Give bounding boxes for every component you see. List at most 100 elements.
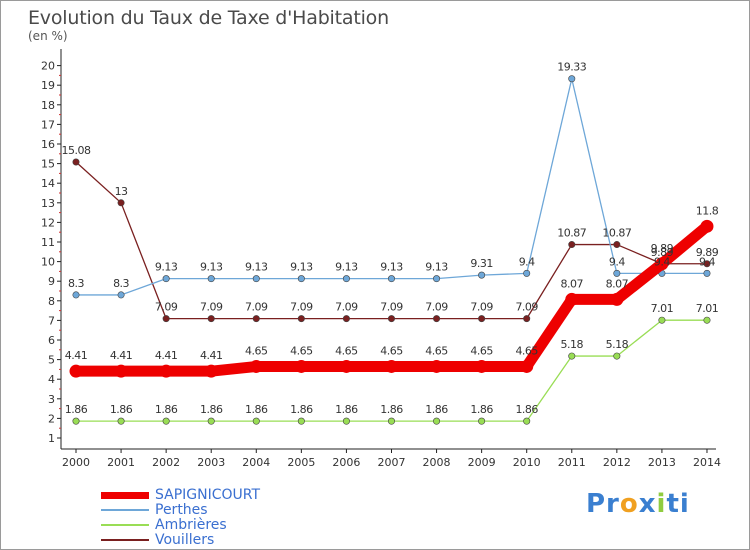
- data-label-vouillers: 7.09: [290, 301, 313, 314]
- data-point-vouillers: [433, 315, 441, 323]
- data-point-vouillers: [117, 199, 125, 207]
- data-label-ambrieres: 1.86: [200, 403, 223, 416]
- logo-part-2: o: [619, 489, 639, 519]
- data-point-perthes: [478, 271, 486, 279]
- y-tick-label: 5: [48, 354, 55, 367]
- data-point-ambrieres: [433, 417, 441, 425]
- x-tick-label: 2013: [648, 456, 676, 469]
- data-label-ambrieres: 1.86: [110, 403, 133, 416]
- legend-swatch-ambrieres: [101, 524, 149, 526]
- data-label-sapignicourt: 4.41: [110, 349, 133, 362]
- data-label-ambrieres: 5.18: [561, 338, 584, 351]
- data-point-vouillers: [523, 315, 531, 323]
- y-tick-label: 17: [41, 118, 55, 131]
- y-tick-label: 12: [41, 216, 55, 229]
- data-label-perthes: 8.3: [68, 277, 84, 290]
- data-point-sapignicourt: [565, 292, 579, 306]
- data-label-vouillers: 10.87: [557, 227, 586, 240]
- data-point-ambrieres: [478, 417, 486, 425]
- y-tick-label: 13: [41, 197, 55, 210]
- data-label-ambrieres: 1.86: [335, 403, 358, 416]
- data-point-sapignicourt: [339, 359, 353, 373]
- data-point-perthes: [252, 275, 260, 283]
- data-label-perthes: 9.4: [519, 255, 535, 268]
- data-point-perthes: [72, 291, 80, 299]
- data-label-sapignicourt: 4.41: [65, 349, 88, 362]
- data-label-vouillers: 13: [115, 185, 128, 198]
- y-tick-label: 3: [48, 393, 55, 406]
- data-point-vouillers: [387, 315, 395, 323]
- data-point-vouillers: [613, 241, 621, 249]
- data-label-ambrieres: 7.01: [651, 302, 674, 315]
- data-point-ambrieres: [658, 316, 666, 324]
- data-point-sapignicourt: [655, 257, 669, 271]
- data-label-perthes: 19.33: [557, 61, 586, 74]
- data-label-perthes: 9.13: [335, 261, 358, 274]
- data-label-sapignicourt: 4.65: [470, 344, 493, 357]
- data-label-vouillers: 15.08: [62, 144, 91, 157]
- data-point-sapignicourt: [520, 359, 534, 373]
- data-point-sapignicourt: [294, 359, 308, 373]
- data-point-ambrieres: [523, 417, 531, 425]
- y-tick-label: 14: [41, 177, 55, 190]
- data-point-perthes: [523, 269, 531, 277]
- y-tick-label: 18: [41, 99, 55, 112]
- data-point-vouillers: [478, 315, 486, 323]
- data-point-ambrieres: [72, 417, 80, 425]
- data-label-perthes: 9.13: [380, 261, 403, 274]
- data-label-sapignicourt: 4.41: [200, 349, 223, 362]
- data-label-vouillers: 9.89: [651, 246, 674, 259]
- legend-label-sapignicourt: SAPIGNICOURT: [155, 487, 261, 503]
- data-point-sapignicourt: [114, 364, 128, 378]
- data-label-ambrieres: 1.86: [245, 403, 268, 416]
- data-point-perthes: [297, 275, 305, 283]
- data-point-perthes: [703, 269, 711, 277]
- data-label-perthes: 9.4: [609, 255, 625, 268]
- x-tick-label: 2002: [152, 456, 180, 469]
- data-point-perthes: [117, 291, 125, 299]
- logo-part-4: i: [656, 489, 667, 519]
- data-point-sapignicourt: [204, 364, 218, 378]
- data-point-vouillers: [297, 315, 305, 323]
- x-tick-label: 2004: [242, 456, 270, 469]
- data-label-sapignicourt: 4.65: [380, 344, 403, 357]
- x-tick-label: 2006: [332, 456, 360, 469]
- data-point-ambrieres: [162, 417, 170, 425]
- data-label-sapignicourt: 4.65: [290, 344, 313, 357]
- data-point-sapignicourt: [249, 359, 263, 373]
- data-label-ambrieres: 7.01: [696, 302, 719, 315]
- data-label-sapignicourt: 8.07: [606, 277, 629, 290]
- data-point-perthes: [207, 275, 215, 283]
- chart-title: Evolution du Taux de Taxe d'Habitation: [28, 7, 389, 29]
- x-tick-label: 2001: [107, 456, 135, 469]
- data-label-ambrieres: 1.86: [425, 403, 448, 416]
- data-label-ambrieres: 1.86: [470, 403, 493, 416]
- data-point-ambrieres: [613, 352, 621, 360]
- y-tick-label: 6: [48, 334, 55, 347]
- legend-item-vouillers: Vouillers: [101, 532, 214, 548]
- y-tick-label: 10: [41, 256, 55, 269]
- data-label-perthes: 9.13: [245, 261, 268, 274]
- x-tick-label: 2014: [693, 456, 721, 469]
- data-label-perthes: 9.13: [290, 261, 313, 274]
- data-point-ambrieres: [568, 352, 576, 360]
- data-label-perthes: 9.31: [470, 257, 493, 270]
- y-tick-label: 8: [48, 295, 55, 308]
- y-tick-label: 1: [48, 432, 55, 445]
- data-label-sapignicourt: 11.8: [696, 204, 719, 217]
- y-tick-label: 20: [41, 60, 55, 73]
- data-label-vouillers: 7.09: [155, 301, 178, 314]
- data-label-perthes: 9.4: [699, 255, 715, 268]
- data-point-ambrieres: [252, 417, 260, 425]
- x-tick-label: 2010: [513, 456, 541, 469]
- data-label-sapignicourt: 4.65: [335, 344, 358, 357]
- legend-item-perthes: Perthes: [101, 502, 208, 518]
- legend-swatch-sapignicourt: [101, 491, 149, 499]
- data-point-perthes: [433, 275, 441, 283]
- data-label-perthes: 8.3: [113, 277, 129, 290]
- data-point-vouillers: [162, 315, 170, 323]
- data-point-sapignicourt: [384, 359, 398, 373]
- data-point-vouillers: [207, 315, 215, 323]
- data-point-perthes: [613, 269, 621, 277]
